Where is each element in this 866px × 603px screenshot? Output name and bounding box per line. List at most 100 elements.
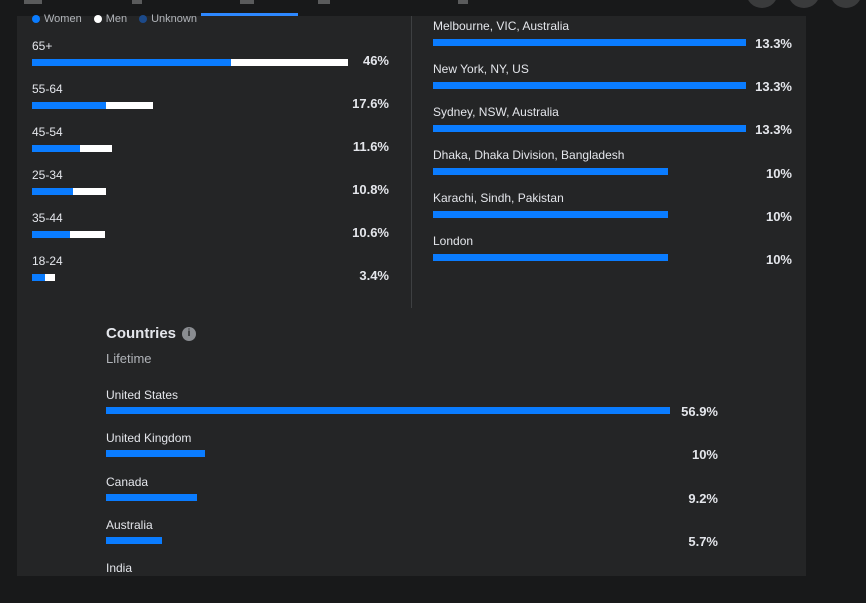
country-row: India xyxy=(106,561,718,603)
city-percent: 10% xyxy=(765,252,792,267)
city-bar xyxy=(433,82,746,89)
city-bar xyxy=(433,125,746,132)
country-label: United States xyxy=(106,388,179,402)
women-segment xyxy=(32,274,46,281)
country-row: United Kingdom 10% xyxy=(106,431,718,473)
age-label: 35-44 xyxy=(32,211,63,225)
age-row: 35-44 10.6% xyxy=(32,211,389,251)
country-bar-fill xyxy=(106,494,198,501)
country-bar xyxy=(106,537,670,544)
country-label: India xyxy=(106,561,133,575)
country-percent: 5.7% xyxy=(688,534,718,549)
legend-dot-icon xyxy=(93,15,102,23)
city-bar xyxy=(433,254,746,261)
age-label: 55-64 xyxy=(32,82,63,96)
country-percent: 10% xyxy=(691,447,718,462)
country-row: Australia 5.7% xyxy=(106,518,718,560)
men-segment xyxy=(80,145,112,152)
top-tab-bar xyxy=(0,0,866,16)
city-percent: 10% xyxy=(765,209,792,224)
tab-fragment[interactable] xyxy=(240,0,254,4)
city-label: Melbourne, VIC, Australia xyxy=(433,19,570,33)
tab-fragment[interactable] xyxy=(318,0,330,4)
toolbar-circle-button[interactable] xyxy=(788,0,820,8)
age-row: 65+ 46% xyxy=(32,39,389,79)
city-label: London xyxy=(433,234,474,248)
age-percent: 17.6% xyxy=(352,96,389,111)
city-row: London 10% xyxy=(433,234,792,274)
legend-label: Men xyxy=(105,13,128,25)
women-segment xyxy=(32,59,231,66)
country-bar xyxy=(106,494,670,501)
country-label: Canada xyxy=(106,475,149,489)
city-label: Karachi, Sindh, Pakistan xyxy=(433,191,564,205)
toolbar-circle-button[interactable] xyxy=(830,0,862,8)
gender-legend: Women Men Unknown xyxy=(32,13,197,25)
age-bar xyxy=(32,102,348,109)
city-bar-fill xyxy=(433,254,669,261)
age-label: 45-54 xyxy=(32,125,63,139)
women-segment xyxy=(32,188,74,195)
city-label: Dhaka, Dhaka Division, Bangladesh xyxy=(433,148,625,162)
city-bar-fill xyxy=(433,125,746,132)
country-label: United Kingdom xyxy=(106,431,192,445)
age-bar xyxy=(32,231,348,238)
city-percent: 13.3% xyxy=(755,36,792,51)
city-row: Dhaka, Dhaka Division, Bangladesh 10% xyxy=(433,148,792,188)
country-bar-fill xyxy=(106,537,163,544)
age-label: 18-24 xyxy=(32,254,63,268)
active-tab-indicator xyxy=(201,13,298,16)
country-bar xyxy=(106,580,670,587)
countries-title: Countries xyxy=(106,325,177,342)
women-segment xyxy=(32,102,107,109)
age-row: 25-34 10.8% xyxy=(32,168,389,208)
column-divider xyxy=(411,16,412,308)
country-bar xyxy=(106,450,670,457)
women-segment xyxy=(32,145,81,152)
legend-label: Unknown xyxy=(151,13,197,25)
age-label: 65+ xyxy=(32,39,53,53)
city-row: Sydney, NSW, Australia 13.3% xyxy=(433,105,792,145)
legend-label: Women xyxy=(44,13,82,25)
city-row: New York, NY, US 13.3% xyxy=(433,62,792,102)
country-row: Canada 9.2% xyxy=(106,475,718,517)
city-label: New York, NY, US xyxy=(433,62,529,76)
country-percent: 56.9% xyxy=(681,404,718,419)
tab-fragment[interactable] xyxy=(24,0,42,4)
city-label: Sydney, NSW, Australia xyxy=(433,105,559,119)
city-bar-fill xyxy=(433,39,746,46)
legend-item-unknown: Unknown xyxy=(139,13,197,25)
city-row: Karachi, Sindh, Pakistan 10% xyxy=(433,191,792,231)
country-bar xyxy=(106,407,670,414)
age-percent: 10.8% xyxy=(352,182,389,197)
city-bar-fill xyxy=(433,168,669,175)
legend-dot-icon xyxy=(139,15,148,23)
countries-subtitle: Lifetime xyxy=(106,351,152,366)
age-bar xyxy=(32,274,348,281)
city-bar-fill xyxy=(433,82,746,89)
city-bar xyxy=(433,39,746,46)
tab-fragment[interactable] xyxy=(132,0,142,4)
countries-heading: Countries i xyxy=(106,325,197,342)
toolbar-circle-button[interactable] xyxy=(746,0,778,8)
info-icon[interactable]: i xyxy=(182,326,197,341)
city-percent: 13.3% xyxy=(755,122,792,137)
age-label: 25-34 xyxy=(32,168,63,182)
men-segment xyxy=(73,188,107,195)
age-percent: 11.6% xyxy=(352,139,389,154)
men-segment xyxy=(70,231,105,238)
age-percent: 10.6% xyxy=(352,225,389,240)
age-row: 18-24 3.4% xyxy=(32,254,389,294)
women-segment xyxy=(32,231,71,238)
age-row: 55-64 17.6% xyxy=(32,82,389,122)
men-segment xyxy=(45,274,56,281)
city-percent: 13.3% xyxy=(755,79,792,94)
legend-item-men: Men xyxy=(93,13,128,25)
age-percent: 3.4% xyxy=(359,268,389,283)
tab-fragment[interactable] xyxy=(458,0,468,4)
age-bar xyxy=(32,145,348,152)
country-row: United States 56.9% xyxy=(106,388,718,430)
age-bar xyxy=(32,188,348,195)
city-row: Melbourne, VIC, Australia 13.3% xyxy=(433,19,792,59)
country-bar-fill xyxy=(106,407,670,414)
